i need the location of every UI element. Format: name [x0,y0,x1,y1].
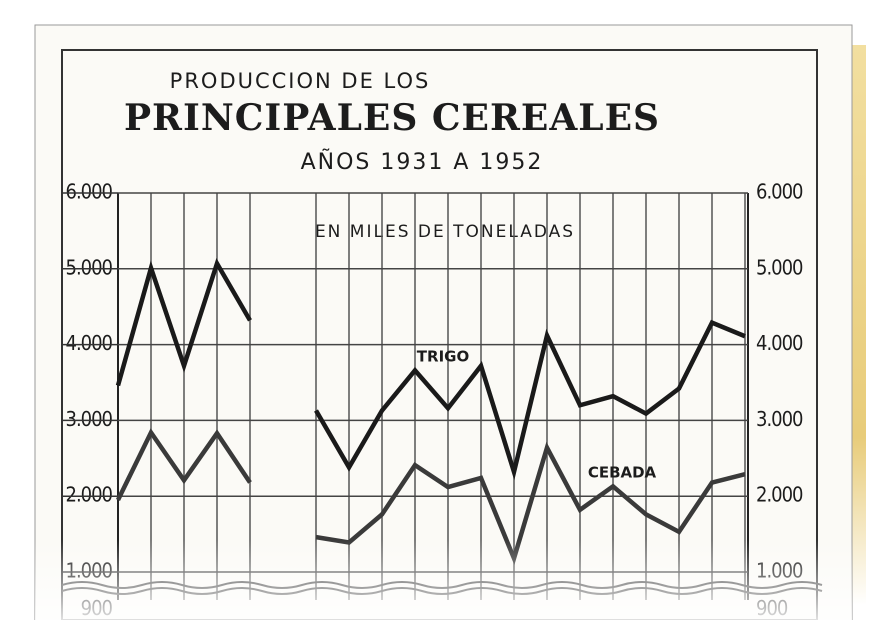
y-tick-label: 2.000 [66,483,113,507]
series-line [315,441,746,566]
y-tick-label: 3.000 [66,407,113,431]
y2-tick-label: 3.000 [756,407,803,431]
fade [35,540,852,620]
subtitle: AÑOS 1931 A 1952 [301,148,544,175]
y2-tick-label: 6.000 [756,180,803,204]
paper-edge [852,45,866,605]
series-label: TRIGO [417,348,469,366]
plot: 9009001.0001.0002.0002.0003.0003.0004.00… [63,180,804,620]
y2-tick-label: 2.000 [756,483,803,507]
pretitle: PRODUCCION DE LOS [170,69,431,93]
y2-tick-label: 4.000 [756,331,803,355]
y-tick-label: 4.000 [66,331,113,355]
y2-tick-label: 5.000 [756,255,803,279]
series-line [115,428,252,501]
y-tick-label: 5.000 [66,255,113,279]
y-tick-label: 6.000 [66,180,113,204]
series-line [314,319,746,481]
annotation: EN MILES DE TONELADAS [315,222,575,242]
series-line [115,257,252,387]
frame [61,49,818,620]
series-label: CEBADA [588,464,657,482]
chart-title: PRINCIPALES CEREALES [124,97,660,139]
